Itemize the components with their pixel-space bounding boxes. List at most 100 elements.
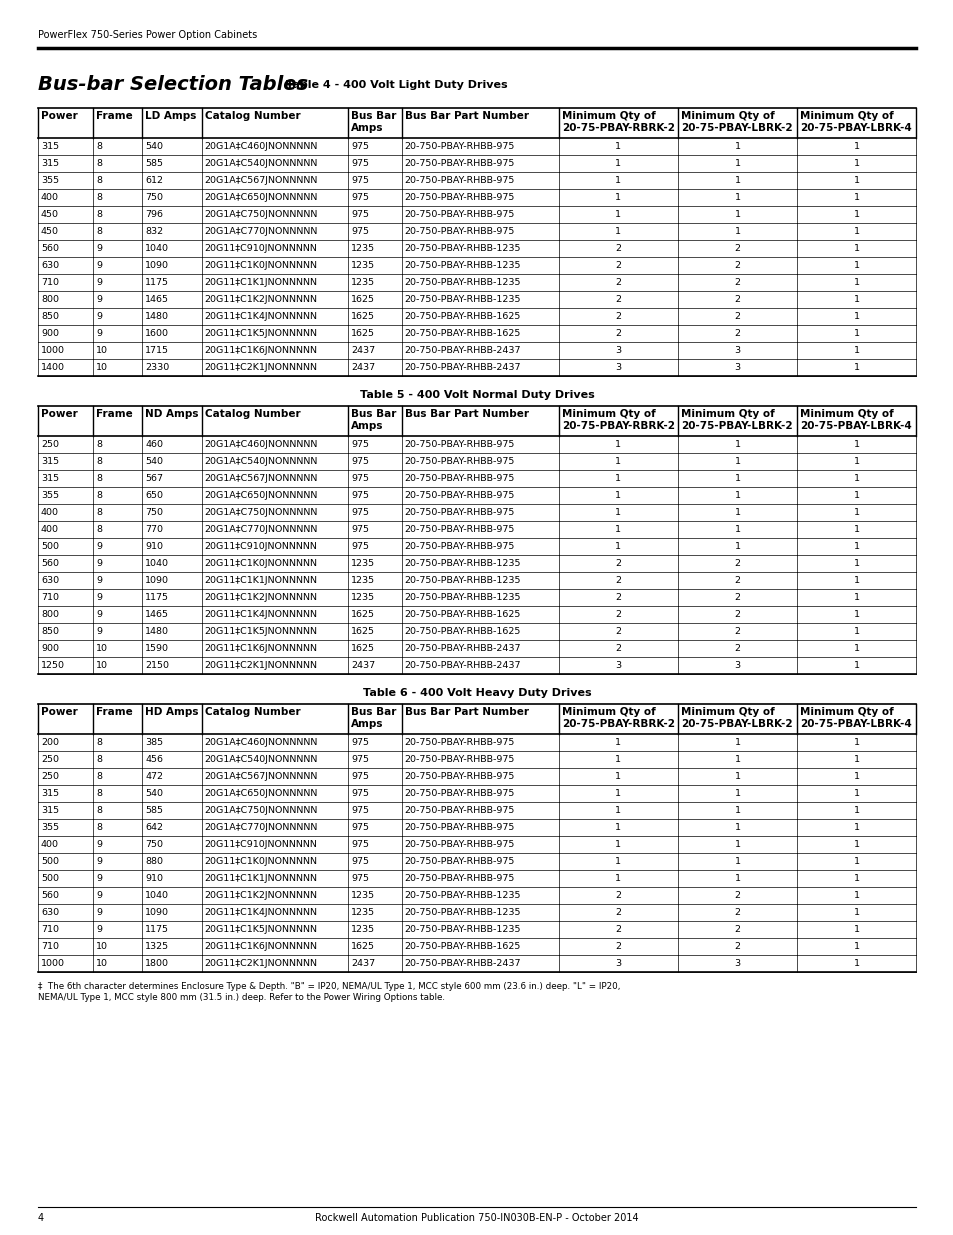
Text: 2437: 2437	[351, 363, 375, 372]
Text: 1: 1	[853, 193, 859, 203]
Text: 20G1A‡C460JNONNNNN: 20G1A‡C460JNONNNNN	[205, 739, 317, 747]
Text: 20-750-PBAY-RHBB-975: 20-750-PBAY-RHBB-975	[404, 806, 515, 815]
Text: 975: 975	[351, 177, 369, 185]
Text: 20G11‡C1K4JNONNNNN: 20G11‡C1K4JNONNNNN	[205, 610, 317, 619]
Text: 2: 2	[615, 559, 620, 568]
Text: 8: 8	[96, 492, 102, 500]
Text: 500: 500	[41, 874, 59, 883]
Text: 20G1A‡C540JNONNNNN: 20G1A‡C540JNONNNNN	[205, 159, 317, 168]
Text: 20G11‡C2K1JNONNNNN: 20G11‡C2K1JNONNNNN	[205, 363, 317, 372]
Text: 1235: 1235	[351, 890, 375, 900]
Text: 1: 1	[615, 772, 620, 781]
Text: Bus-bar Selection Tables: Bus-bar Selection Tables	[38, 75, 308, 94]
Text: 1235: 1235	[351, 261, 375, 270]
Text: 975: 975	[351, 492, 369, 500]
Text: 20-750-PBAY-RHBB-1625: 20-750-PBAY-RHBB-1625	[404, 942, 520, 951]
Text: 2150: 2150	[145, 661, 169, 671]
Text: 612: 612	[145, 177, 163, 185]
Text: 1: 1	[853, 942, 859, 951]
Text: 9: 9	[96, 890, 102, 900]
Text: 20-750-PBAY-RHBB-975: 20-750-PBAY-RHBB-975	[404, 739, 515, 747]
Text: Minimum Qty of
20-75-PBAY-RBRK-2: Minimum Qty of 20-75-PBAY-RBRK-2	[561, 706, 674, 729]
Text: 2: 2	[734, 643, 740, 653]
Text: 20G1A‡C540JNONNNNN: 20G1A‡C540JNONNNNN	[205, 457, 317, 466]
Text: 1: 1	[853, 739, 859, 747]
Text: 20G1A‡C460JNONNNNN: 20G1A‡C460JNONNNNN	[205, 440, 317, 450]
Text: 1040: 1040	[145, 245, 169, 253]
Text: 975: 975	[351, 823, 369, 832]
Text: 20G11‡C1K1JNONNNNN: 20G11‡C1K1JNONNNNN	[205, 278, 317, 287]
Text: 1: 1	[853, 278, 859, 287]
Text: 2: 2	[734, 942, 740, 951]
Text: 1: 1	[853, 261, 859, 270]
Text: 1: 1	[615, 525, 620, 534]
Text: 2: 2	[615, 593, 620, 601]
Text: 1: 1	[853, 346, 859, 354]
Text: 8: 8	[96, 772, 102, 781]
Text: 20-750-PBAY-RHBB-1235: 20-750-PBAY-RHBB-1235	[404, 925, 520, 934]
Text: 1: 1	[853, 789, 859, 798]
Text: 20-750-PBAY-RHBB-975: 20-750-PBAY-RHBB-975	[404, 210, 515, 219]
Text: 1: 1	[615, 823, 620, 832]
Text: 975: 975	[351, 227, 369, 236]
Text: 2: 2	[615, 278, 620, 287]
Text: 400: 400	[41, 508, 59, 517]
Text: 1: 1	[853, 890, 859, 900]
Text: 1: 1	[853, 312, 859, 321]
Text: 2: 2	[734, 627, 740, 636]
Text: 975: 975	[351, 789, 369, 798]
Text: 9: 9	[96, 840, 102, 848]
Text: 2: 2	[734, 610, 740, 619]
Text: 20-750-PBAY-RHBB-1235: 20-750-PBAY-RHBB-1235	[404, 890, 520, 900]
Text: 2: 2	[734, 312, 740, 321]
Text: 20-750-PBAY-RHBB-2437: 20-750-PBAY-RHBB-2437	[404, 346, 520, 354]
Text: 1: 1	[853, 857, 859, 866]
Text: 20G1A‡C650JNONNNNN: 20G1A‡C650JNONNNNN	[205, 789, 317, 798]
Text: 2437: 2437	[351, 661, 375, 671]
Text: 1: 1	[615, 789, 620, 798]
Text: 315: 315	[41, 159, 59, 168]
Text: 20-750-PBAY-RHBB-975: 20-750-PBAY-RHBB-975	[404, 508, 515, 517]
Text: 710: 710	[41, 278, 59, 287]
Text: 1: 1	[734, 755, 740, 764]
Text: 850: 850	[41, 312, 59, 321]
Text: 2: 2	[734, 908, 740, 918]
Text: 20G11‡C1K5JNONNNNN: 20G11‡C1K5JNONNNNN	[205, 925, 317, 934]
Text: 20-750-PBAY-RHBB-975: 20-750-PBAY-RHBB-975	[404, 772, 515, 781]
Text: 8: 8	[96, 755, 102, 764]
Text: 832: 832	[145, 227, 163, 236]
Text: 1: 1	[853, 508, 859, 517]
Text: Minimum Qty of
20-75-PBAY-LBRK-2: Minimum Qty of 20-75-PBAY-LBRK-2	[680, 111, 792, 132]
Text: 710: 710	[41, 925, 59, 934]
Text: 20G1A‡C567JNONNNNN: 20G1A‡C567JNONNNNN	[205, 474, 317, 483]
Text: 20-750-PBAY-RHBB-975: 20-750-PBAY-RHBB-975	[404, 874, 515, 883]
Text: 3: 3	[734, 346, 740, 354]
Text: 2: 2	[615, 312, 620, 321]
Text: 1: 1	[734, 492, 740, 500]
Text: 2: 2	[734, 576, 740, 585]
Text: 1: 1	[853, 643, 859, 653]
Text: 8: 8	[96, 142, 102, 151]
Text: 9: 9	[96, 576, 102, 585]
Text: 1175: 1175	[145, 925, 169, 934]
Text: 1: 1	[853, 227, 859, 236]
Text: 1600: 1600	[145, 329, 169, 338]
Text: 1: 1	[853, 177, 859, 185]
Text: 20-750-PBAY-RHBB-975: 20-750-PBAY-RHBB-975	[404, 440, 515, 450]
Text: 1235: 1235	[351, 245, 375, 253]
Text: 9: 9	[96, 874, 102, 883]
Text: 315: 315	[41, 806, 59, 815]
Text: 975: 975	[351, 193, 369, 203]
Text: 3: 3	[734, 661, 740, 671]
Text: 20-750-PBAY-RHBB-975: 20-750-PBAY-RHBB-975	[404, 789, 515, 798]
Text: 9: 9	[96, 278, 102, 287]
Text: 1625: 1625	[351, 312, 375, 321]
Text: 20G11‡C1K5JNONNNNN: 20G11‡C1K5JNONNNNN	[205, 329, 317, 338]
Text: 20G11‡C1K4JNONNNNN: 20G11‡C1K4JNONNNNN	[205, 312, 317, 321]
Text: 1: 1	[615, 193, 620, 203]
Text: 20-750-PBAY-RHBB-1235: 20-750-PBAY-RHBB-1235	[404, 593, 520, 601]
Text: 10: 10	[96, 643, 108, 653]
Text: 20G1A‡C750JNONNNNN: 20G1A‡C750JNONNNNN	[205, 210, 317, 219]
Text: 400: 400	[41, 840, 59, 848]
Text: 2: 2	[615, 261, 620, 270]
